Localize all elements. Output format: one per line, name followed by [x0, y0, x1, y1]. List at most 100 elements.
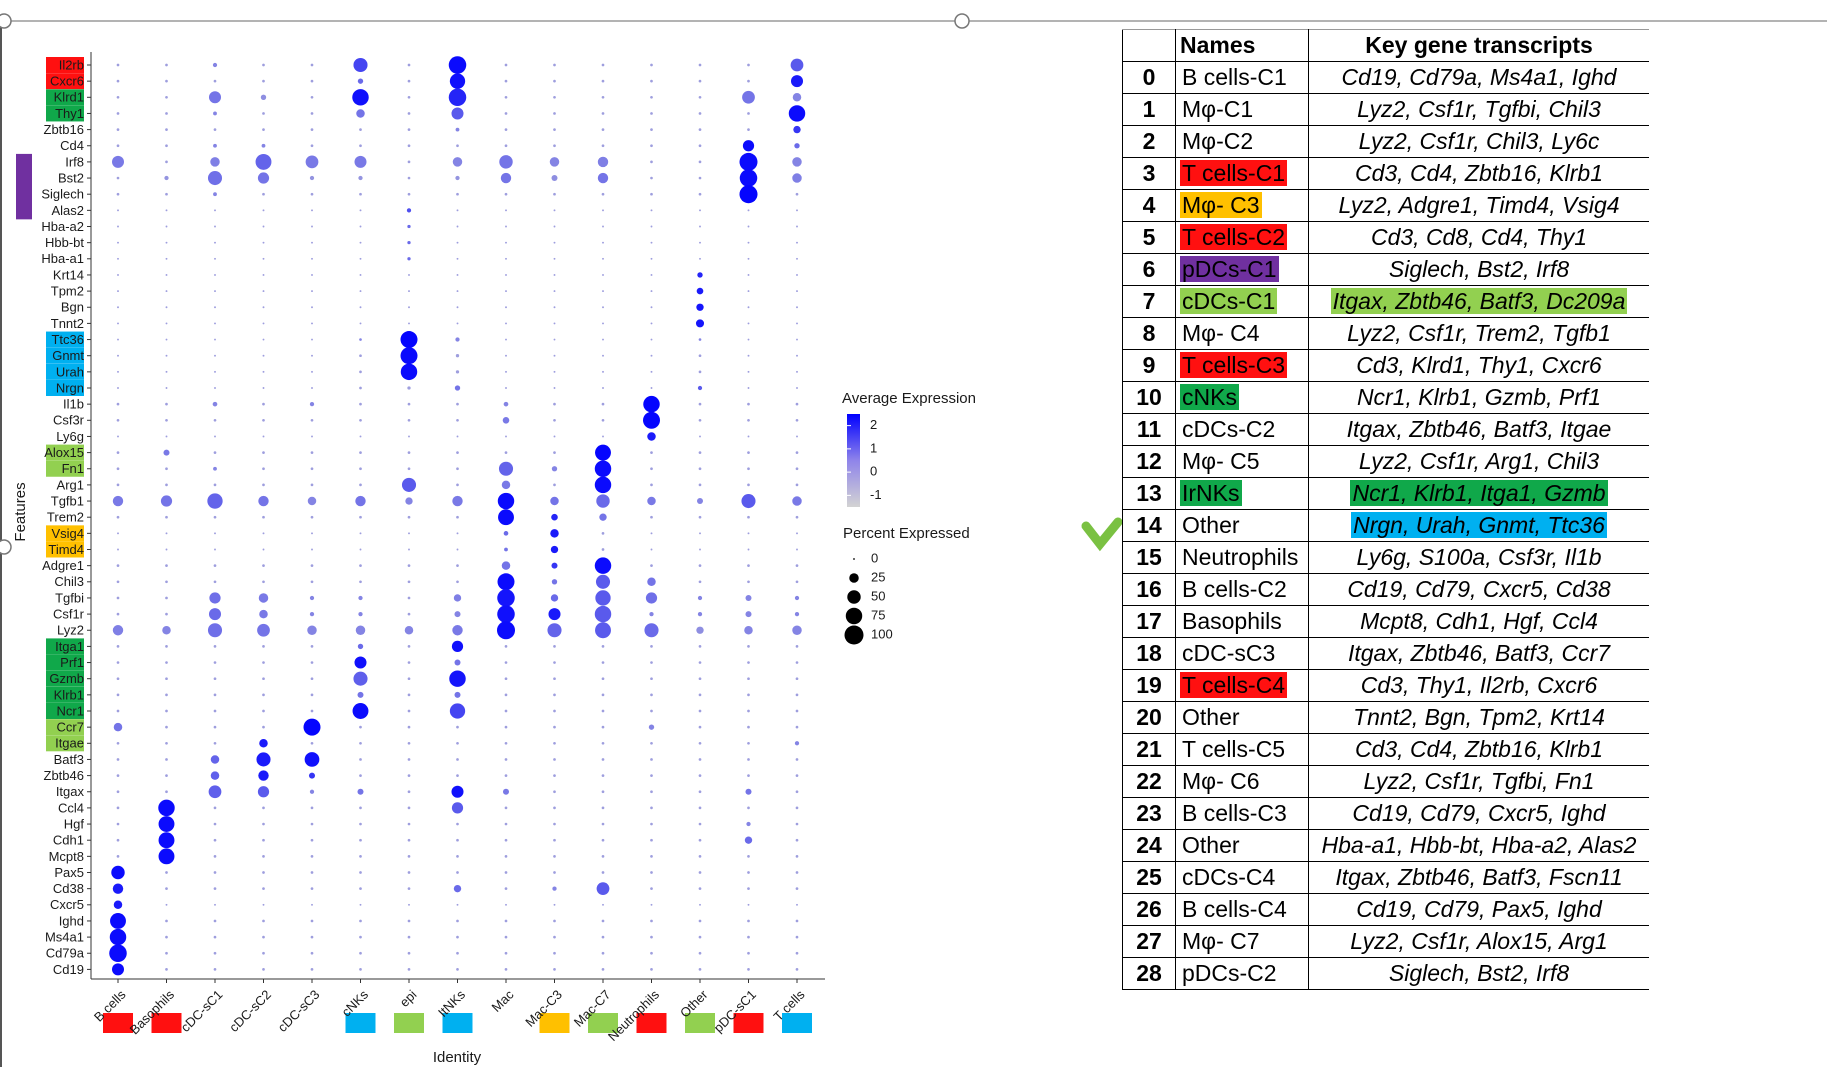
dot: [262, 677, 265, 681]
gene-list: Hba-a1, Hbb-bt, Hba-a2, Alas2: [1321, 832, 1637, 858]
dot: [504, 774, 508, 777]
dot: [505, 903, 507, 906]
dot: [795, 418, 799, 422]
dot: [165, 532, 168, 535]
dot: [117, 435, 119, 438]
dot: [650, 855, 653, 858]
dot: [165, 354, 168, 357]
cluster-id: 12: [1136, 448, 1162, 474]
colorbar-label: -1: [870, 487, 882, 502]
dot: [650, 63, 653, 67]
dot: [550, 545, 559, 554]
table-cell: Mφ-C1: [1175, 93, 1309, 126]
dot: [794, 611, 800, 617]
dot: [407, 612, 411, 616]
dot: [698, 887, 702, 890]
dot: [601, 112, 605, 115]
dot: [547, 623, 562, 638]
size-key: [849, 573, 859, 583]
dot: [501, 561, 511, 570]
table-row: 5 T cells-C2 Cd3, Cd8, Cd4, Thy1: [1122, 221, 1649, 254]
dot: [407, 241, 411, 245]
dot: [116, 128, 120, 131]
table-cell: Lyz2, Csf1r, Trem2, Tgfb1: [1308, 317, 1649, 350]
dot: [116, 192, 120, 196]
cluster-name: T cells-C1: [1180, 160, 1288, 186]
table-row: 19 T cells-C4 Cd3, Thy1, Il2rb, Cxcr6: [1122, 669, 1649, 702]
dot: [790, 75, 804, 88]
dot: [790, 58, 804, 72]
dot: [698, 144, 702, 148]
dot: [449, 703, 466, 719]
gene-list: Tnnt2, Bgn, Tpm2, Krt14: [1353, 704, 1605, 730]
dot: [116, 806, 120, 810]
dot: [262, 338, 265, 341]
dot: [116, 758, 120, 761]
dot: [497, 492, 515, 510]
dot: [553, 968, 556, 971]
dot: [359, 435, 362, 438]
dot: [309, 175, 315, 181]
table-row: 21 T cells-C5 Cd3, Cd4, Zbtb16, Klrb1: [1122, 733, 1649, 766]
label-highlight: [46, 654, 84, 671]
dot: [594, 476, 612, 494]
dot: [699, 225, 701, 228]
y-tick-label: Tgfbi: [55, 590, 84, 605]
dot: [116, 112, 120, 115]
dot: [697, 272, 703, 278]
dot: [696, 303, 704, 311]
dot: [116, 596, 120, 600]
label-highlight: [442, 1013, 473, 1033]
y-tick-label: Bgn: [61, 300, 84, 315]
dot: [310, 95, 314, 99]
dot: [795, 709, 799, 713]
y-tick-label: Lyz2: [57, 623, 84, 638]
dot: [650, 709, 653, 713]
cluster-id: 26: [1136, 896, 1162, 922]
dot: [698, 677, 702, 681]
dot: [553, 645, 556, 648]
dot: [497, 589, 515, 607]
dot: [405, 497, 413, 505]
y-tick-label: Ms4a1: [45, 930, 84, 945]
cluster-id: 16: [1136, 576, 1162, 602]
dot: [407, 645, 411, 648]
dot: [796, 257, 798, 260]
dot: [796, 387, 798, 389]
dot: [596, 494, 610, 508]
dot: [792, 157, 802, 167]
dot: [747, 225, 750, 228]
dot: [352, 89, 369, 106]
dot: [407, 176, 411, 180]
dot: [113, 722, 123, 732]
dot: [158, 848, 175, 865]
table-cell: Mφ- C7: [1175, 925, 1309, 958]
dot: [650, 112, 653, 115]
dot: [213, 128, 217, 131]
dot: [354, 155, 367, 168]
dot: [601, 79, 605, 83]
table-cell: Itgax, Zbtb46, Batf3, Fscn11: [1308, 861, 1649, 894]
label-highlight: [46, 444, 84, 461]
dot: [359, 225, 362, 228]
table-cell: Cd3, Thy1, Il2rb, Cxcr6: [1308, 669, 1649, 702]
dot: [796, 338, 798, 341]
dot: [213, 871, 217, 874]
cluster-id: 1: [1142, 96, 1156, 122]
dot: [256, 752, 271, 767]
dot: [355, 495, 366, 507]
cluster-id: 10: [1136, 384, 1162, 410]
dot: [601, 532, 605, 535]
dot: [262, 871, 265, 874]
cluster-id: 19: [1136, 672, 1162, 698]
dot: [310, 887, 314, 890]
y-tick-label: Itga1: [55, 639, 84, 654]
dot: [504, 128, 508, 131]
dot: [262, 968, 265, 971]
dot: [698, 95, 702, 99]
dot: [111, 963, 125, 976]
dot: [407, 128, 411, 131]
dot: [553, 306, 556, 309]
table-cell: 9: [1122, 349, 1176, 382]
